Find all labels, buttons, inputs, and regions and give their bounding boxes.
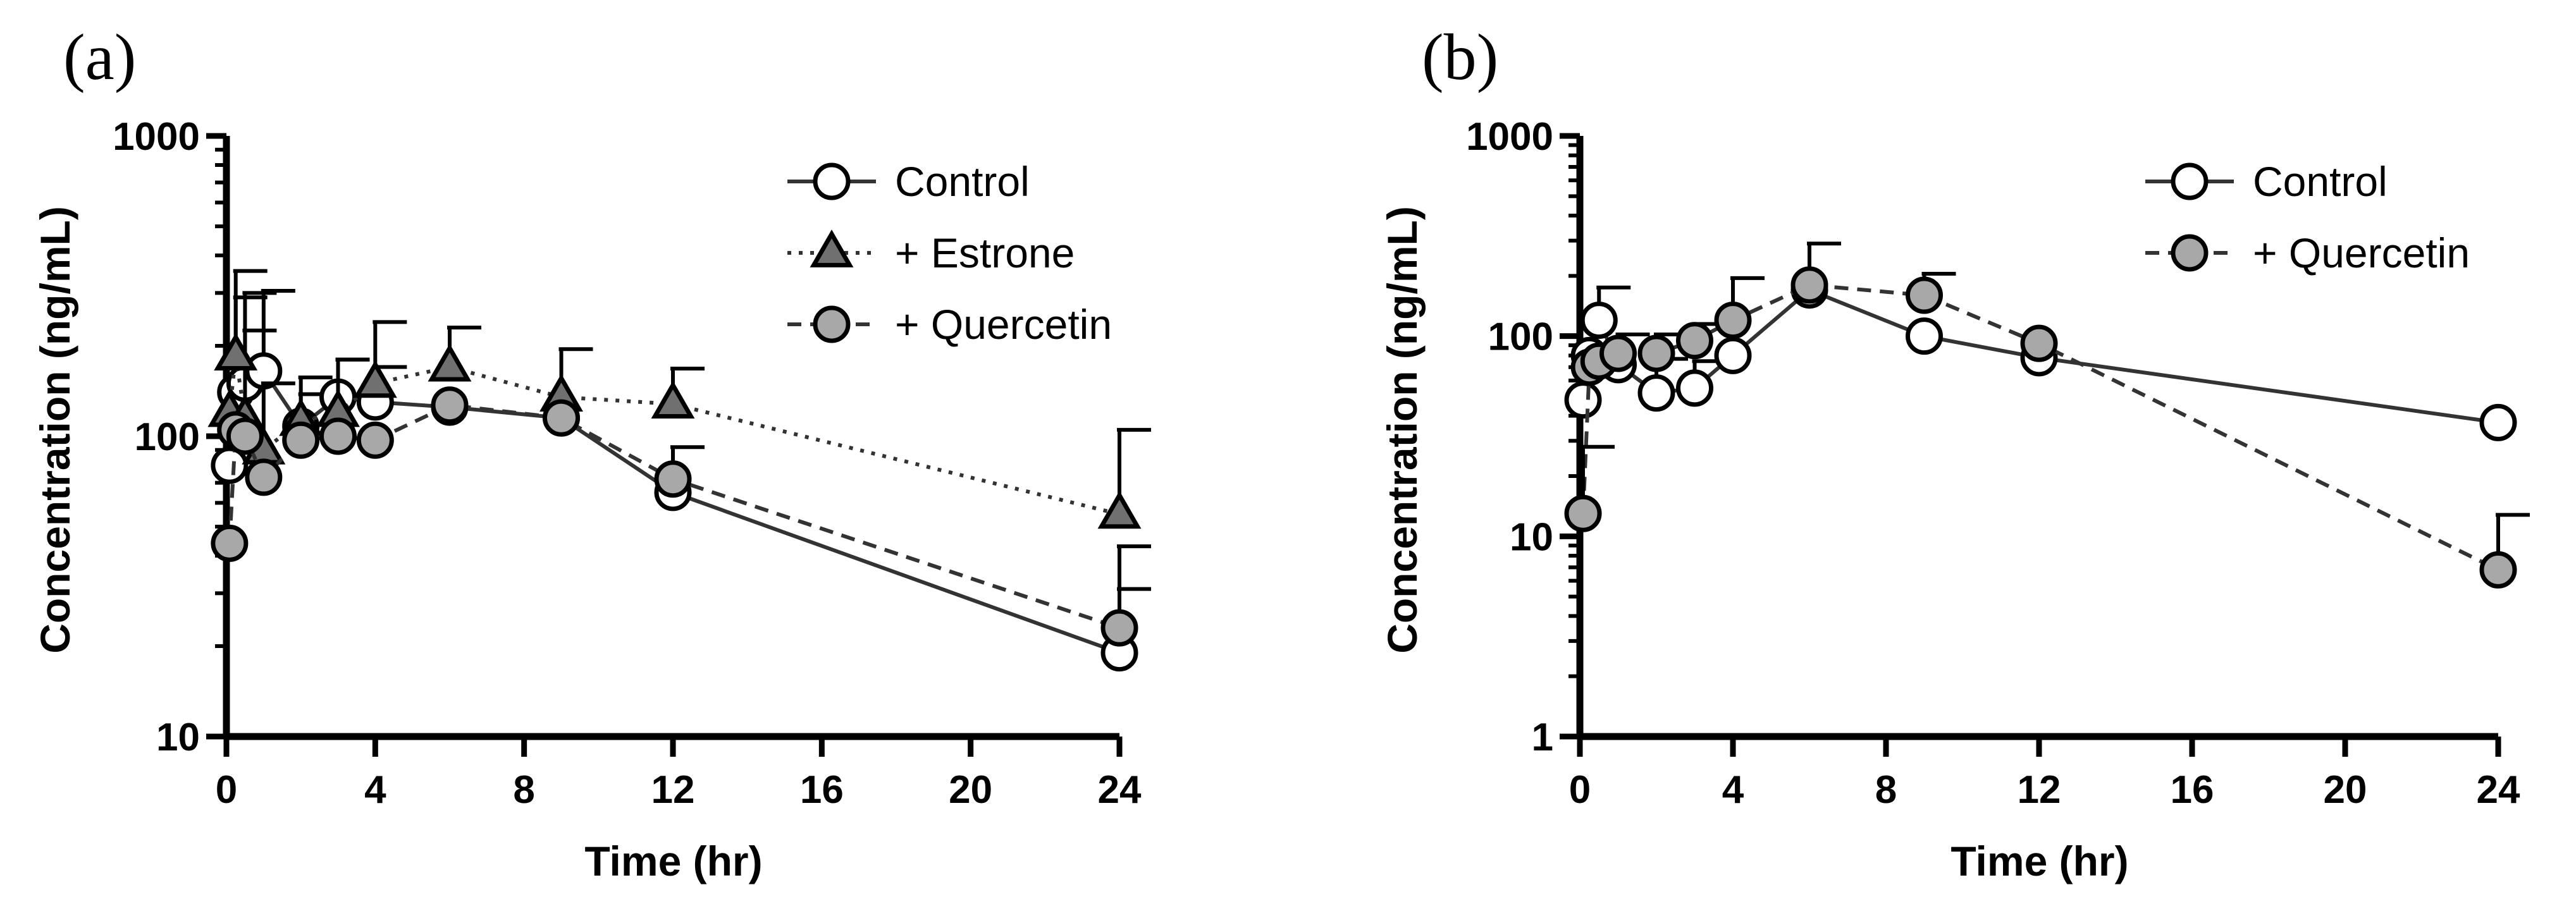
data-point-b xyxy=(1676,322,1713,360)
y-tick-label-a: 10 xyxy=(156,716,200,759)
x-tick-label-a: 8 xyxy=(513,768,534,812)
y-tick-label-b: 100 xyxy=(1488,315,1553,359)
x-tick-label-b: 24 xyxy=(2477,768,2520,812)
panel-a: (a) Time (hr) Concentration (ng/mL) 0 4 8 1… xyxy=(32,21,1151,884)
y-axis-title-a: Concentration (ng/mL) xyxy=(32,206,78,654)
data-point-b xyxy=(1637,374,1675,412)
x-axis-title-b: Time (hr) xyxy=(1950,838,2128,884)
legend-label-a: + Estrone xyxy=(895,229,1075,276)
legend-entry-b-0: Control xyxy=(2145,158,2388,205)
series-a-2 xyxy=(211,386,1151,647)
x-axis-title-a: Time (hr) xyxy=(584,838,762,884)
x-tick-label-a: 0 xyxy=(216,768,237,812)
data-point-a xyxy=(211,446,249,484)
x-tick-label-b: 0 xyxy=(1569,768,1591,812)
data-point-b xyxy=(1906,317,1943,355)
x-tick-label-a: 16 xyxy=(800,768,844,812)
x-tick-label-a: 24 xyxy=(1098,768,1142,812)
data-point-a xyxy=(431,386,469,424)
x-tick-label-b: 16 xyxy=(2171,768,2214,812)
data-point-b xyxy=(1790,266,1828,304)
data-point-b xyxy=(2479,403,2517,441)
legend-marker-a xyxy=(813,305,851,343)
data-point-a xyxy=(211,524,249,562)
data-point-a xyxy=(356,421,394,459)
legend-marker-b xyxy=(2171,162,2209,200)
legend-entry-a-1: + Estrone xyxy=(787,229,1075,276)
data-point-a xyxy=(282,421,320,459)
data-point-a xyxy=(654,460,692,498)
legend-marker-a xyxy=(813,162,851,200)
legend-entry-b-1: + Quercetin xyxy=(2145,229,2470,276)
x-tick-label-b: 12 xyxy=(2018,768,2061,812)
legend-label-b: Control xyxy=(2253,158,2388,205)
data-point-a xyxy=(353,360,397,398)
legend-label-a: Control xyxy=(895,158,1030,205)
panel-label-b: (b) xyxy=(1422,21,1498,94)
data-point-b xyxy=(1599,334,1637,372)
data-point-a xyxy=(319,417,357,455)
data-point-b xyxy=(1637,334,1675,372)
data-point-b xyxy=(1580,302,1618,339)
data-point-b xyxy=(1906,276,1943,314)
data-point-b xyxy=(1564,381,1602,419)
x-tick-label-b: 8 xyxy=(1875,768,1897,812)
y-tick-label-b: 10 xyxy=(1510,515,1553,559)
data-point-b xyxy=(1714,336,1752,374)
data-point-a xyxy=(245,458,283,496)
y-tick-label-b: 1 xyxy=(1532,716,1553,759)
y-axis-title-b: Concentration (ng/mL) xyxy=(1379,206,1426,654)
legend-marker-b xyxy=(2171,234,2209,272)
legend-entry-a-0: Control xyxy=(787,158,1030,205)
x-tick-label-a: 20 xyxy=(949,768,992,812)
data-point-b xyxy=(2020,324,2058,362)
x-tick-label-b: 20 xyxy=(2324,768,2367,812)
legend-label-a: + Quercetin xyxy=(895,301,1112,348)
data-point-b xyxy=(1676,369,1713,407)
y-tick-label-b: 1000 xyxy=(1466,115,1553,159)
data-point-a xyxy=(651,381,695,419)
data-point-a xyxy=(1097,491,1142,529)
x-tick-label-a: 4 xyxy=(364,768,386,812)
panel-b: (b) Time (hr) Concentration (ng/mL) 0 4 8 1… xyxy=(1379,21,2530,884)
x-tick-label-b: 4 xyxy=(1722,768,1744,812)
legend-entry-a-2: + Quercetin xyxy=(787,301,1112,348)
data-point-a xyxy=(543,399,580,437)
data-point-b xyxy=(1564,494,1602,532)
data-point-a xyxy=(1100,609,1138,647)
y-tick-label-a: 1000 xyxy=(113,115,200,159)
data-point-a xyxy=(428,343,472,382)
y-tick-label-a: 100 xyxy=(135,415,200,459)
data-point-a xyxy=(214,333,258,371)
data-point-b xyxy=(2479,551,2517,589)
data-point-b xyxy=(1714,302,1752,339)
data-point-a xyxy=(226,417,264,455)
panel-label-a: (a) xyxy=(63,21,136,94)
legend-marker-a xyxy=(810,229,854,267)
x-tick-label-a: 12 xyxy=(651,768,695,812)
legend-label-b: + Quercetin xyxy=(2253,229,2470,276)
series-b-1 xyxy=(1564,242,2530,589)
